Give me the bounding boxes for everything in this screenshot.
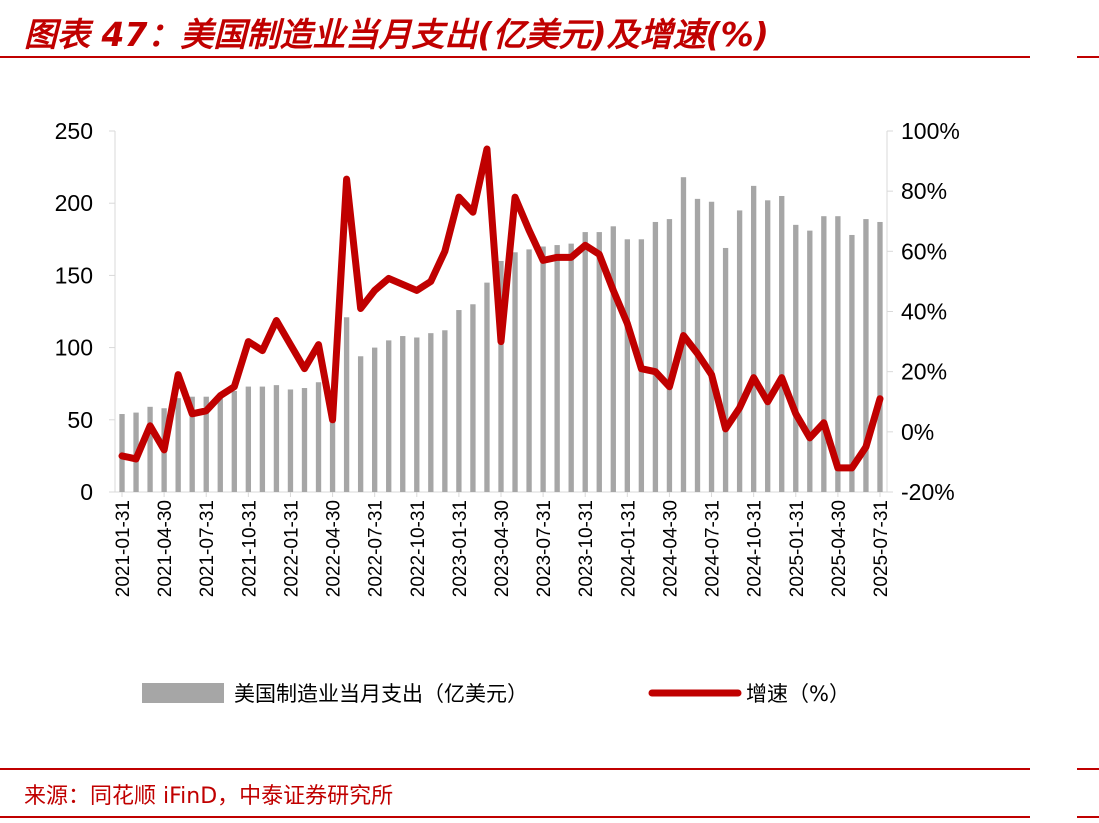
y-left-tick-label: 0 <box>80 479 93 505</box>
x-tick-label: 2023-07-31 <box>534 500 555 597</box>
x-tick-label: 2021-01-31 <box>113 500 134 597</box>
bar <box>484 282 490 492</box>
y-right-tick-label: 100% <box>901 118 960 144</box>
x-tick-label: 2021-04-30 <box>155 500 176 597</box>
x-tick-label: 2024-01-31 <box>618 500 639 597</box>
bar <box>301 388 308 492</box>
x-tick-label: 2022-10-31 <box>408 500 429 597</box>
x-tick-label: 2023-04-30 <box>492 500 513 597</box>
x-tick-label: 2024-10-31 <box>745 500 766 597</box>
bar <box>666 219 673 493</box>
y-left-tick-label: 200 <box>55 190 93 216</box>
bar <box>526 249 532 492</box>
y-right-tick-label: 80% <box>901 178 947 204</box>
x-tick-label: 2022-04-30 <box>324 500 345 597</box>
bar <box>456 310 462 492</box>
bar <box>343 317 350 492</box>
bar <box>189 396 195 492</box>
bar <box>821 216 827 493</box>
bar <box>287 389 294 492</box>
y-right-tick-label: 0% <box>901 419 934 445</box>
bar <box>512 252 518 492</box>
bar <box>582 232 588 492</box>
bar <box>765 200 771 492</box>
x-tick-label: 2023-01-31 <box>450 500 471 597</box>
bar <box>779 195 785 493</box>
bar <box>807 230 813 493</box>
bar <box>414 337 420 492</box>
bar <box>442 330 448 492</box>
bar <box>554 245 560 492</box>
bar <box>428 333 434 492</box>
y-right-tick-label: 40% <box>901 299 947 325</box>
bar <box>217 393 223 492</box>
bar <box>568 243 574 492</box>
x-tick-label: 2021-07-31 <box>197 500 218 597</box>
bar <box>203 396 209 492</box>
footer-divider <box>0 768 1030 770</box>
bar <box>498 260 504 492</box>
x-tick-label: 2024-04-30 <box>660 500 681 597</box>
bar <box>750 185 757 492</box>
bar <box>793 224 799 493</box>
bar <box>175 398 181 492</box>
bar <box>610 226 616 492</box>
bar <box>259 386 266 492</box>
bar <box>596 232 602 492</box>
bar <box>357 356 364 492</box>
bar <box>470 304 476 492</box>
bar <box>863 219 869 493</box>
y-right-tick-label: -20% <box>901 479 955 505</box>
legend-bar-swatch <box>142 683 224 703</box>
x-tick-label: 2022-01-31 <box>281 500 302 597</box>
bar <box>540 246 546 492</box>
bar <box>708 201 715 493</box>
bar <box>315 382 322 492</box>
growth-line <box>118 145 884 472</box>
x-tick-label: 2024-07-31 <box>703 500 724 597</box>
y-left-tick-label: 100 <box>55 335 93 361</box>
x-tick-label: 2021-10-31 <box>239 500 260 597</box>
title-divider-right <box>1077 56 1099 58</box>
bar <box>877 221 883 493</box>
bar <box>231 390 237 492</box>
bottom-divider-right <box>1077 816 1099 818</box>
bar <box>736 210 743 493</box>
x-tick-label: 2025-01-31 <box>787 500 808 597</box>
y-left-tick-label: 250 <box>55 118 93 144</box>
bar <box>835 216 841 493</box>
bar <box>245 386 252 492</box>
x-tick-label: 2023-10-31 <box>576 500 597 597</box>
x-tick-label: 2022-07-31 <box>366 500 387 597</box>
title-divider <box>0 56 1030 58</box>
bottom-divider <box>0 816 1030 818</box>
bar <box>624 239 630 492</box>
y-right-tick-label: 60% <box>901 238 947 264</box>
x-tick-label: 2025-07-31 <box>871 500 892 597</box>
footer-divider-right <box>1077 768 1099 770</box>
bar <box>386 340 392 492</box>
x-tick-label: 2025-04-30 <box>829 500 850 597</box>
bar <box>273 385 280 492</box>
y-left-tick-label: 50 <box>67 407 93 433</box>
source-note: 来源：同花顺 iFinD，中泰证券研究所 <box>24 784 394 809</box>
bar <box>329 396 336 492</box>
bar <box>849 234 855 492</box>
legend-bar-label: 美国制造业当月支出（亿美元） <box>234 682 528 706</box>
y-left-tick-label: 150 <box>55 262 93 288</box>
bar <box>400 336 406 492</box>
y-right-tick-label: 20% <box>901 359 947 385</box>
bar <box>652 221 659 493</box>
bar <box>694 198 701 493</box>
bar <box>147 406 153 492</box>
bar <box>372 347 378 492</box>
chart-title: 图表 47：美国制造业当月支出(亿美元)及增速(%) <box>24 15 769 54</box>
bar <box>722 247 729 492</box>
legend-line-label: 增速（%） <box>746 682 850 706</box>
